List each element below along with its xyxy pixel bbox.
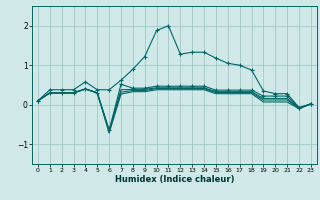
X-axis label: Humidex (Indice chaleur): Humidex (Indice chaleur): [115, 175, 234, 184]
